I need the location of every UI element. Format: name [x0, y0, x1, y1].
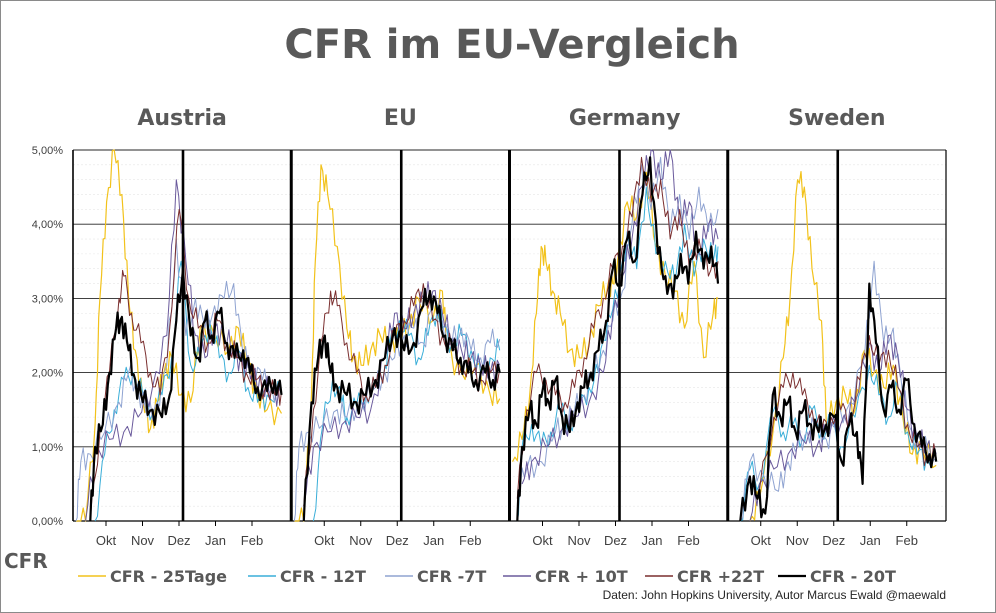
x-tick-label: Okt [751, 533, 772, 548]
x-tick-label: Okt [532, 533, 553, 548]
series-line-0-eu [294, 164, 501, 522]
series-line-0-sweden [749, 171, 937, 522]
y-axis-label: CFR [4, 549, 48, 573]
legend-label: CFR + 10T [535, 567, 628, 586]
series-line-1-austria [94, 260, 282, 522]
x-tick-label: Dez [386, 533, 409, 548]
x-tick-label: Nov [567, 533, 591, 548]
series-line-0-austria [76, 149, 283, 522]
y-tick-label: 2,00% [32, 368, 63, 380]
chart-title: CFR im EU-Vergleich [284, 22, 739, 68]
series-line-3-eu [303, 281, 501, 507]
legend-label: CFR - 25Tage [110, 567, 227, 586]
panel-title-sweden: Sweden [788, 106, 885, 131]
x-tick-label: Nov [786, 533, 810, 548]
x-tick-label: Dez [822, 533, 845, 548]
x-tick-label: Okt [96, 533, 117, 548]
legend-label: CFR +22T [677, 567, 764, 586]
x-tick-label: Feb [677, 533, 699, 548]
x-tick-label: Feb [241, 533, 263, 548]
x-tick-label: Jan [423, 533, 444, 548]
legend-label: CFR - 12T [280, 567, 366, 586]
panel-title-austria: Austria [137, 106, 227, 131]
y-tick-label: 3,00% [32, 293, 63, 305]
x-tick-label: Jan [860, 533, 881, 548]
x-tick-label: Dez [604, 533, 627, 548]
series-line-5-sweden [739, 282, 938, 522]
source-note: Daten: John Hopkins University, Autor Ma… [603, 588, 946, 602]
series-line-0-germany [511, 171, 719, 462]
y-tick-label: 1,00% [32, 442, 63, 454]
x-tick-label: Okt [314, 533, 335, 548]
x-tick-label: Jan [205, 533, 226, 548]
series-line-1-eu [312, 305, 501, 522]
series-line-5-eu [302, 287, 501, 522]
y-tick-label: 0,00% [32, 516, 63, 528]
series-line-3-germany [521, 149, 719, 485]
panel-title-germany: Germany [569, 106, 681, 131]
legend-label: CFR -7T [417, 567, 486, 586]
x-tick-label: Nov [131, 533, 155, 548]
x-tick-label: Dez [167, 533, 190, 548]
series-line-2-eu [293, 295, 501, 522]
x-tick-label: Nov [349, 533, 373, 548]
x-tick-label: Feb [896, 533, 918, 548]
y-tick-label: 4,00% [32, 219, 63, 231]
legend-label: CFR - 20T [810, 567, 896, 586]
panel-title-eu: EU [384, 106, 417, 131]
x-tick-label: Feb [459, 533, 481, 548]
series-line-2-germany [516, 156, 719, 498]
series-line-1-germany [516, 186, 719, 522]
x-tick-label: Jan [642, 533, 663, 548]
series-line-5-germany [516, 156, 720, 522]
series-line-4-eu [303, 283, 501, 507]
y-tick-label: 5,00% [32, 145, 63, 157]
